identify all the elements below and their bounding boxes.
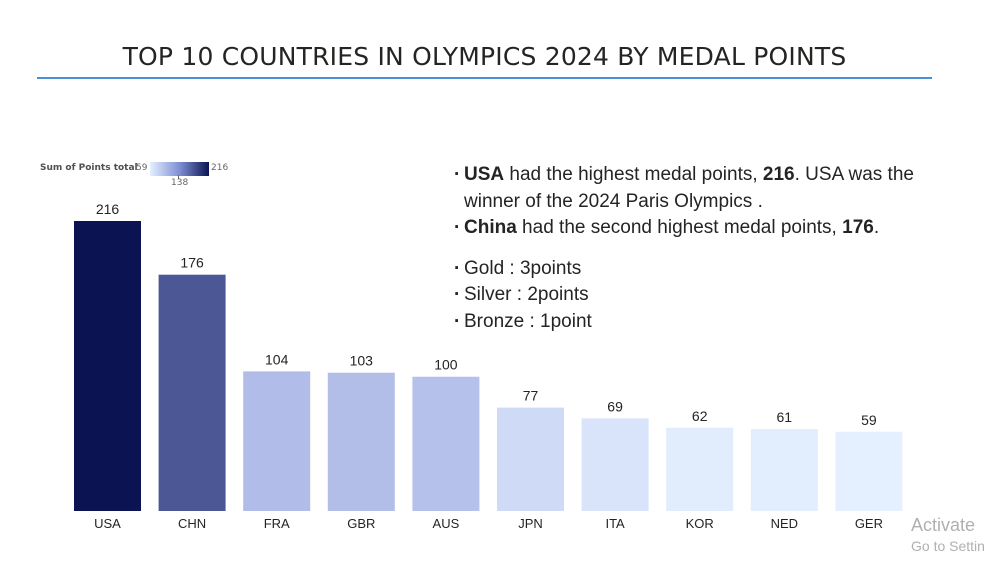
data-label-ita: 69: [607, 398, 623, 414]
insight-china-text-end: .: [873, 217, 880, 238]
data-label-fra: 104: [265, 351, 289, 367]
category-label-usa: USA: [94, 516, 121, 531]
category-label-gbr: GBR: [347, 516, 375, 531]
category-label-kor: KOR: [686, 516, 714, 531]
data-label-ned: 61: [777, 409, 793, 425]
bar-kor[interactable]: [666, 427, 734, 511]
category-label-ita: ITA: [605, 516, 625, 531]
insight-usa-points: 216: [762, 164, 795, 185]
data-label-gbr: 103: [350, 353, 374, 369]
insight-china-country: China: [464, 217, 517, 238]
insight-usa: USA had the highest medal points, 216. U…: [454, 162, 954, 215]
data-label-chn: 176: [180, 255, 204, 271]
activate-watermark: Activate Go to Settin: [911, 515, 985, 554]
points-gold: Gold : 3points: [454, 256, 954, 283]
data-label-usa: 216: [96, 201, 120, 217]
data-label-ger: 59: [861, 412, 877, 428]
bar-aus[interactable]: [412, 376, 480, 511]
bar-ned[interactable]: [750, 429, 818, 511]
watermark-line1: Activate: [911, 515, 976, 535]
bar-ger[interactable]: [835, 431, 903, 511]
legend-min-value: 59: [136, 163, 148, 173]
chart-title: TOP 10 COUNTRIES IN OLYMPICS 2024 BY MED…: [122, 42, 847, 71]
bar-chn[interactable]: [158, 274, 226, 511]
points-silver: Silver : 2points: [454, 282, 954, 309]
insight-china: China had the second highest medal point…: [454, 215, 954, 242]
legend-mid-value: 138: [171, 178, 189, 188]
title-underline: [37, 77, 932, 79]
insight-gap: [454, 242, 954, 256]
color-legend: Sum of Points total 59 138 216: [40, 162, 240, 192]
bar-usa[interactable]: [74, 221, 141, 511]
bar-jpn[interactable]: [497, 407, 564, 511]
category-label-chn: CHN: [178, 516, 206, 531]
bar-gbr[interactable]: [327, 372, 395, 511]
watermark-line2: Go to Settin: [911, 538, 985, 554]
insight-china-points: 176: [842, 217, 874, 238]
insight-usa-country: USA: [464, 164, 505, 185]
category-label-ger: GER: [855, 516, 883, 531]
legend-mid-tick: [178, 175, 179, 179]
data-label-kor: 62: [692, 408, 708, 424]
insight-china-text: had the second highest medal points,: [516, 217, 843, 238]
insight-usa-text: had the highest medal points,: [504, 164, 763, 185]
insight-usa-text-end: . USA was the winner of the 2024 Paris O…: [464, 164, 914, 212]
category-label-aus: AUS: [433, 516, 460, 531]
bar-group: 216 USA 176 CHN 104 FRA 103 GBR 100 AUS 77 JPN 69 ITA…: [74, 201, 903, 531]
legend-max-value: 216: [211, 163, 229, 173]
bar-ita[interactable]: [581, 418, 649, 511]
bar-fra[interactable]: [243, 371, 311, 511]
data-label-aus: 100: [434, 357, 458, 373]
legend-gradient-bar: [150, 162, 209, 176]
legend-label: Sum of Points total: [40, 163, 138, 173]
data-label-jpn: 77: [523, 388, 539, 404]
insights-panel: USA had the highest medal points, 216. U…: [454, 162, 954, 335]
category-label-fra: FRA: [264, 516, 290, 531]
category-label-jpn: JPN: [518, 516, 543, 531]
points-bronze: Bronze : 1point: [454, 309, 954, 336]
category-label-ned: NED: [771, 516, 798, 531]
